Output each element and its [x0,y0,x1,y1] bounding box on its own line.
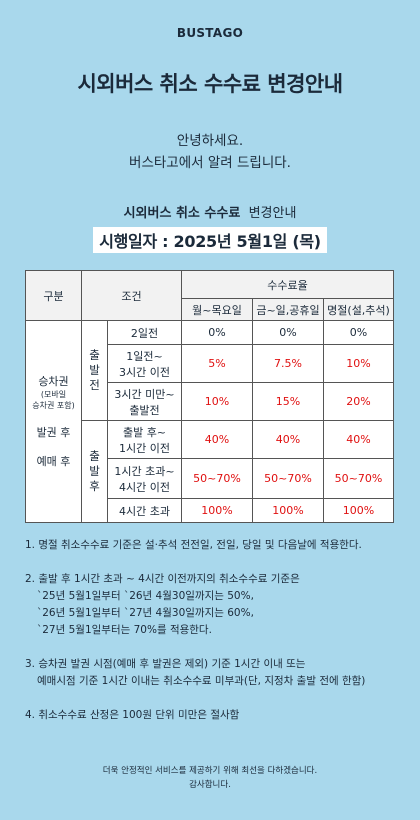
rate-holiday: 0% [323,320,394,345]
condition-cell: 1일전~ 3시간 이전 [107,344,182,383]
rate-weekday: 0% [181,320,253,345]
note-3: 3. 승차권 발권 시점(예매 후 발권은 제외) 기준 1시간 이내 또는 예… [25,658,366,687]
header-rate: 수수료율 [181,270,394,299]
table-row: 승차권 (모바일 승차권 포함) 발권 후 예매 후 출 발 전 2일전 0% … [25,320,394,523]
rate-weekday: 50~70% [181,458,253,499]
rate-weekend: 40% [252,420,324,459]
subtitle-normal: 변경안내 [248,206,297,221]
header-condition: 조건 [81,270,182,321]
condition-cell: 2일전 [107,320,182,345]
header-gubun: 구분 [25,270,82,321]
rate-holiday: 20% [323,382,394,421]
subtitle: 시외버스 취소 수수료 변경안내 [0,202,420,221]
condition-cell: 3시간 미만~ 출발전 [107,382,182,421]
table-row: 1시간 초과~ 4시간 이전 50~70% 50~70% 50~70% [26,458,394,499]
note-2: 2. 출발 후 1시간 초과 ~ 4시간 이전까지의 취소수수료 기준은 `25… [25,573,300,636]
note-4: 4. 취소수수료 산정은 100원 단위 미만은 절사함 [25,709,240,721]
page-title: 시외버스 취소 수수료 변경안내 [77,72,343,96]
footer-message: 더욱 안정적인 서비스를 제공하기 위해 최선을 다하겠습니다. 감사합니다. [102,766,318,790]
brand-logo: BUSTAGO [176,26,244,40]
rate-holiday: 40% [323,420,394,459]
rate-weekend: 15% [252,382,324,421]
table-row: 출 발 후 출발 후~ 1시간 이전 40% 40% 40% [26,420,394,523]
condition-cell: 1시간 초과~ 4시간 이전 [107,458,182,499]
rate-weekday: 5% [181,344,253,383]
greeting-line-1: 안녕하세요. [176,133,244,149]
after-departure-label: 출 발 후 [81,420,108,523]
rate-weekend: 100% [252,498,324,523]
rate-weekend: 0% [252,320,324,345]
table-row: 1일전~ 3시간 이전 5% 7.5% 10% [26,344,394,383]
rate-weekend: 50~70% [252,458,324,499]
rate-weekday: 100% [181,498,253,523]
fee-table: 구분 조건 수수료율 월~목요일 금~일,공휴일 명절(설,추석) 승차권 (모… [25,270,394,523]
notes-list: 1. 명절 취소수수료 기준은 설·추석 전전일, 전일, 당일 및 다음날에 … [25,537,405,741]
rate-weekend: 7.5% [252,344,324,383]
note-1: 1. 명절 취소수수료 기준은 설·추석 전전일, 전일, 당일 및 다음날에 … [25,539,362,551]
before-departure-label: 출 발 전 [81,320,108,421]
rate-holiday: 10% [323,344,394,383]
header-holiday: 명절(설,추석) [323,298,394,321]
header-weekday: 월~목요일 [181,298,253,321]
table-row: 4시간 초과 100% 100% 100% [26,498,394,523]
greeting-line-2: 버스타고에서 알려 드립니다. [129,155,291,171]
condition-cell: 출발 후~ 1시간 이전 [107,420,182,459]
header-weekend: 금~일,공휴일 [252,298,324,321]
rate-holiday: 50~70% [323,458,394,499]
condition-cell: 4시간 초과 [107,498,182,523]
subtitle-bold: 시외버스 취소 수수료 [123,206,241,221]
table-row: 3시간 미만~ 출발전 10% 15% 20% [26,382,394,421]
rate-weekday: 10% [181,382,253,421]
effective-date: 시행일자 : 2025년 5월1일 (목) [93,227,327,253]
rate-holiday: 100% [323,498,394,523]
rate-weekday: 40% [181,420,253,459]
greeting: 안녕하세요. 버스타고에서 알려 드립니다. [0,130,420,174]
ticket-category-label: 승차권 (모바일 승차권 포함) 발권 후 예매 후 [25,320,82,523]
